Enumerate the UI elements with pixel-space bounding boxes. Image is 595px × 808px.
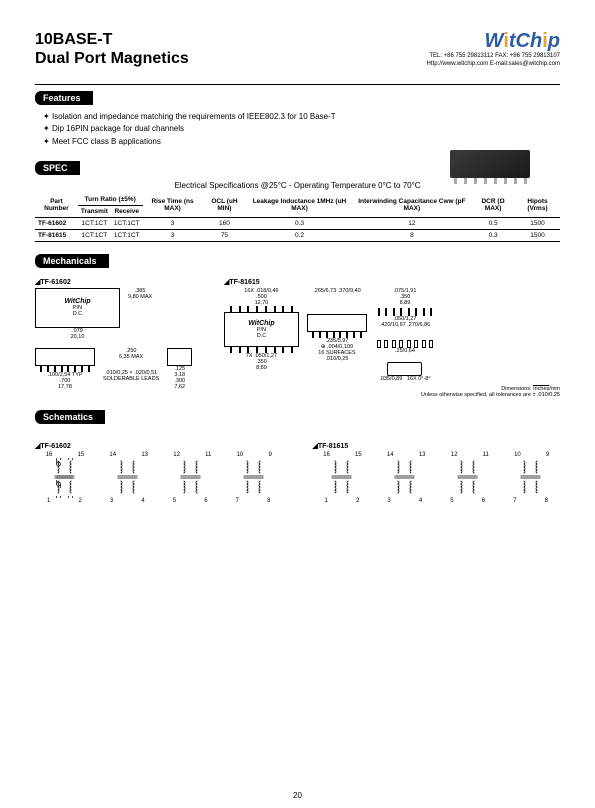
th-iw: Interwinding Capacitance Cww (pF MAX) [353,194,472,218]
mechanicals-section: Mechanicals ◢TF-61602 WitChip P/N D.C .0… [35,254,560,398]
pkg-side [35,348,95,366]
smd-top: 16X .018/0,46 .50012,70 WitChip P/N D.C … [224,288,299,382]
cell: 1500 [515,229,560,241]
cell: 1CT:1CT [78,217,111,229]
schem-part1: ◢TF-61602 [35,442,283,450]
dim: .70017,78 [58,378,72,390]
schem-grid: ◢TF-61602 16 15 14 13 12 11 10 9 1 2 3 [35,438,560,504]
cell: 75 [203,229,247,241]
title-block: 10BASE-T Dual Port Magnetics [35,30,189,68]
cell: 160 [203,217,247,229]
th-rise: Rise Time (ns MAX) [143,194,203,218]
transformer-icon [105,458,150,498]
transformer-icon [42,458,87,498]
transformer-icon [508,458,553,498]
cell: 8 [353,229,472,241]
th-tx: Transmit [78,205,111,217]
feature-item: Meet FCC class B applications [43,136,560,149]
page-number: 20 [293,791,302,800]
mech-col-left: ◢TF-61602 WitChip P/N D.C .07920,10 .385… [35,274,216,398]
transformer-icon [231,458,276,498]
mech-col-right: ◢TF-81615 16X .018/0,46 .50012,70 WitChi… [224,274,560,398]
cell: 1CT:1CT [78,229,111,241]
spec-tab: SPEC [35,161,80,175]
dim-note: Dimensions: Inches/mm Unless otherwise s… [224,386,560,398]
footprint: .075/1,91 .3508,89 .050/1,27 .420/10,67 … [375,288,435,382]
xfmr-bot-pins: 1 2 3 4 5 6 7 8 [35,498,283,504]
logo-block: WitChip TEL: +86 755 29813112 FAX: +86 7… [427,30,560,69]
xfmr-bodies [313,458,561,498]
transformer-icon [382,458,427,498]
mech-part1: ◢TF-61602 [35,278,216,286]
cell: 3 [143,217,203,229]
cell: 1CT:1CT [111,217,143,229]
schem-part2: ◢TF-81615 [313,442,561,450]
th-ocl: OCL (uH MIN) [203,194,247,218]
end-view: .1253,18 .3007,62 [167,348,192,390]
title-line2: Dual Port Magnetics [35,49,189,68]
mech-drawings-3: 16X .018/0,46 .50012,70 WitChip P/N D.C … [224,288,560,382]
xfmr-bodies [35,458,283,498]
th-turn: Turn Ratio (±5%) [78,194,143,206]
cell: 1CT:1CT [111,229,143,241]
pkg-end [167,348,192,366]
transformer-icon [445,458,490,498]
contact-tel: TEL: +86 755 29813112 FAX: +86 755 29813… [427,53,560,61]
divider [35,84,560,85]
schem-col-1: ◢TF-61602 16 15 14 13 12 11 10 9 1 2 3 [35,438,283,504]
cell: 0.3 [471,229,515,241]
pkg-logo: WitChip [64,298,90,305]
cell: TF-61602 [35,217,78,229]
th-rx: Receive [111,205,143,217]
table-row: TF-61602 1CT:1CT 1CT:1CT 3 160 0.3 12 0.… [35,217,560,229]
contact-web: Http://www.witchip.com E-mail:sales@witc… [427,61,560,69]
chip-pins [450,178,530,184]
cell: 1500 [515,217,560,229]
pkg-dc: D.C [73,311,82,317]
cell: 0.3 [246,217,352,229]
spec-table: Part Number Turn Ratio (±5%) Rise Time (… [35,194,560,242]
cell: 3 [143,229,203,241]
pkg-top: WitChip P/N D.C [35,288,120,328]
features-section: Features Isolation and impedance matchin… [35,91,560,149]
xfmr-bot-pins: 1 2 3 4 5 6 7 8 [313,498,561,504]
mech-drawings-2: .100/2,54 TYP .70017,78 .2506,35 MAX .01… [35,348,216,390]
features-list: Isolation and impedance matching the req… [35,111,560,149]
mech-drawings-1: WitChip P/N D.C .07920,10 .3859,80 MAX [35,288,216,340]
side-view: .100/2,54 TYP .70017,78 [35,348,95,390]
cell: 12 [353,217,472,229]
top-view: WitChip P/N D.C .07920,10 [35,288,120,340]
feature-item: Dip 16PIN package for dual channels [43,123,560,136]
mechanicals-tab: Mechanicals [35,254,109,268]
chip-body [450,150,530,178]
dim-block: .2506,35 MAX .010/0,25 × .020/0,51 SOLDE… [103,348,159,390]
title-line1: 10BASE-T [35,30,189,49]
page-header: 10BASE-T Dual Port Magnetics WitChip TEL… [35,30,560,69]
th-hip: Hipots (Vrms) [515,194,560,218]
cell: 0.5 [471,217,515,229]
table-row: TF-81615 1CT:1CT 1CT:1CT 3 75 0.2 8 0.3 … [35,229,560,241]
th-part: Part Number [35,194,78,218]
dim: .07920,10 [71,328,85,340]
product-image [450,150,550,190]
th-dcr: DCR (Ω MAX) [471,194,515,218]
feature-item: Isolation and impedance matching the req… [43,111,560,124]
mech-grid: ◢TF-61602 WitChip P/N D.C .07920,10 .385… [35,274,560,398]
logo: WitChip [427,30,560,53]
solderable: SOLDERABLE LEADS [103,376,159,382]
features-tab: Features [35,91,93,105]
mech-part2: ◢TF-81615 [224,278,560,286]
schematics-tab: Schematics [35,410,105,424]
dim-right: .3859,80 MAX [128,288,152,340]
schem-col-2: ◢TF-81615 16 15 14 13 12 11 10 9 1 2 3 [313,438,561,504]
th-leak: Leakage Inductance 1MHz (uH MAX) [246,194,352,218]
dim-block: .265/6,73 .370/9,40 .235/5,97 ⊕ .004/0,1… [307,288,367,382]
transformer-icon [168,458,213,498]
cell: 0.2 [246,229,352,241]
schematics-section: Schematics ◢TF-61602 16 15 14 13 12 11 1… [35,410,560,504]
transformer-icon [319,458,364,498]
cell: TF-81615 [35,229,78,241]
